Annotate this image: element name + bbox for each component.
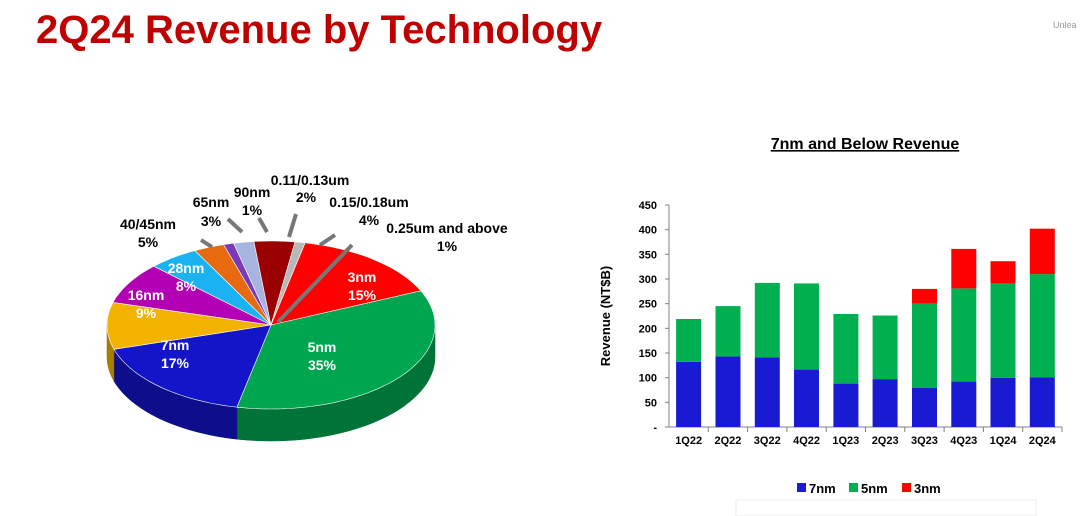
x-tick-label: 1Q24 — [990, 435, 1018, 447]
pie-leader-40-45nm — [199, 238, 214, 249]
y-tick-label: 350 — [639, 249, 657, 261]
pie-slice-0-15-0-18um — [253, 240, 296, 326]
pie-value-0-15-0-18um: 4% — [359, 212, 380, 228]
legend-label-7nm: 7nm — [809, 481, 836, 496]
pie-labels: 3nm 15% 5nm 35% 7nm 17% 16nm 9% 28nm 8% 40/45nm 5% 6… — [120, 172, 508, 373]
pie-slice-5nm — [236, 290, 436, 410]
pie-slice-0-25um-and-above — [270, 241, 306, 326]
bar-7nm-1q23 — [833, 383, 859, 427]
bar-7nm-2q23 — [872, 379, 898, 427]
pie-label-65nm: 65nm — [193, 194, 230, 210]
x-tick-label: 3Q22 — [754, 435, 781, 447]
pie-leader-65nm — [226, 217, 244, 234]
pie-value-90nm: 1% — [242, 202, 263, 218]
bar-7nm-1q22 — [676, 361, 702, 427]
pie-leader-90nm — [257, 217, 269, 233]
bar-5nm-3q23 — [912, 303, 937, 389]
page-title: 2Q24 Revenue by Technology — [36, 8, 603, 52]
y-tick-label: 200 — [639, 323, 657, 335]
y-tick-label: 150 — [639, 348, 657, 360]
pie-label-16nm: 16nm — [128, 287, 165, 303]
pie-value-65nm: 3% — [201, 213, 222, 229]
legend-swatch-7nm — [797, 483, 806, 492]
y-tick-label: 450 — [639, 200, 657, 212]
bar-5nm-4q23 — [951, 288, 977, 382]
y-tick-label: 400 — [639, 225, 657, 237]
bar-5nm-3q22 — [754, 282, 780, 358]
legend-label-5nm: 5nm — [861, 481, 888, 496]
bar-7nm-2q22 — [715, 356, 741, 427]
x-tick-label: 4Q22 — [793, 435, 820, 447]
x-tick-label: 3Q23 — [911, 435, 938, 447]
pie-slice-7nm — [113, 324, 272, 408]
pie-label-0-15-0-18um: 0.15/0.18um — [329, 194, 408, 210]
pie-leader-0-11-0-13um — [287, 213, 298, 238]
pie-value-0-25um-and-above: 1% — [437, 238, 458, 254]
bar-7nm-3q23 — [912, 388, 937, 427]
pie-label-3nm: 3nm — [348, 269, 377, 285]
bar-3nm-2q24 — [1029, 228, 1055, 275]
corner-brand-text: Unlea — [1053, 20, 1077, 30]
bar-3nm-4q23 — [951, 248, 977, 289]
y-tick-label: 50 — [645, 397, 657, 409]
bar-5nm-1q24 — [990, 283, 1016, 378]
pie-slice-3nm — [270, 242, 422, 326]
x-tick-label: 2Q22 — [714, 435, 741, 447]
pie-value-16nm: 9% — [136, 305, 157, 321]
pie-label-0-11-0-13um: 0.11/0.13um — [271, 172, 350, 188]
pie-label-0-25um-and-above: 0.25um and above — [386, 220, 508, 236]
y-tick-label: 300 — [639, 274, 657, 286]
bar-chart-title: 7nm and Below Revenue — [771, 136, 960, 153]
background-decoration — [735, 499, 1037, 516]
pie-label-90nm: 90nm — [234, 184, 271, 200]
pie-value-0-11-0-13um: 2% — [296, 189, 317, 205]
pie-slice-28nm — [112, 265, 272, 326]
pie-value-40-45nm: 5% — [138, 234, 159, 250]
bar-7nm-3q22 — [754, 357, 780, 427]
y-tick-label: 250 — [639, 299, 657, 311]
legend-swatch-3nm — [902, 483, 911, 492]
pie-label-28nm: 28nm — [168, 260, 205, 276]
pie-value-7nm: 17% — [161, 355, 190, 371]
x-tick-label: 2Q24 — [1029, 435, 1057, 447]
x-tick-label: 1Q23 — [832, 435, 859, 447]
pie-leader-0-25um-and-above — [276, 243, 354, 324]
bar-5nm-2q24 — [1029, 274, 1055, 378]
bar-5nm-2q23 — [872, 315, 898, 380]
pie-leader-0-15-0-18um — [318, 233, 337, 247]
bar-7nm-4q23 — [951, 381, 977, 427]
bar-7nm-4q22 — [794, 369, 819, 427]
pie-slice-16nm — [106, 302, 272, 350]
bar-7nm-2q24 — [1029, 377, 1055, 427]
x-tick-label: 1Q22 — [675, 435, 702, 447]
bar-5nm-4q22 — [794, 283, 819, 370]
legend-label-3nm: 3nm — [914, 481, 941, 496]
y-tick-label: - — [653, 422, 657, 434]
bar-5nm-2q22 — [715, 306, 741, 357]
y-axis-label: Revenue (NT$B) — [598, 266, 613, 366]
pie-value-28nm: 8% — [176, 278, 197, 294]
x-tick-label: 2Q23 — [872, 435, 899, 447]
bar-7nm-1q24 — [990, 377, 1016, 427]
pie-value-3nm: 15% — [348, 287, 377, 303]
bar-3nm-3q23 — [912, 288, 937, 304]
technology-pie-chart: 3nm 15% 5nm 35% 7nm 17% 16nm 9% 28nm 8% 40/45nm 5% 6… — [106, 172, 508, 442]
legend-swatch-5nm — [849, 483, 858, 492]
y-tick-label: 100 — [639, 373, 657, 385]
x-tick-label: 4Q23 — [950, 435, 977, 447]
pie-label-5nm: 5nm — [308, 339, 337, 355]
bar-5nm-1q23 — [833, 314, 859, 384]
pie-top-faces — [106, 240, 436, 410]
bar-3nm-1q24 — [990, 261, 1016, 284]
pie-label-40-45nm: 40/45nm — [120, 216, 176, 232]
bar-5nm-1q22 — [676, 319, 702, 362]
pie-label-7nm: 7nm — [161, 337, 190, 353]
pie-value-5nm: 35% — [308, 357, 337, 373]
pie-slice-40-45nm — [153, 250, 272, 326]
